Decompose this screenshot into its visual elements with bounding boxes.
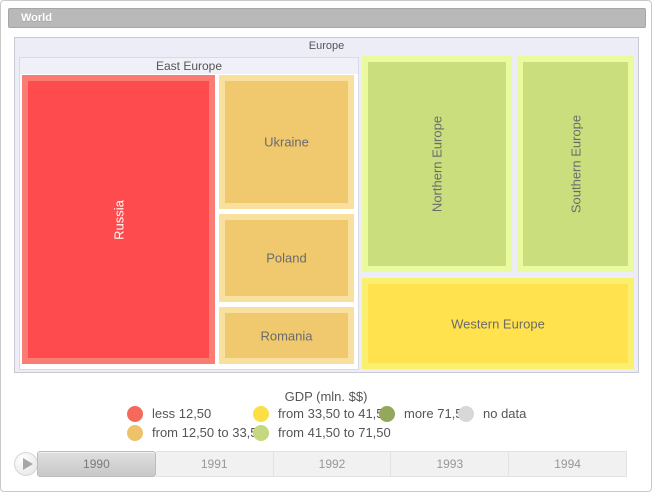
timeline-year-1993[interactable]: 1993	[391, 451, 510, 477]
legend-swatch-gray-icon	[458, 405, 474, 422]
treemap-node-romania[interactable]: Romania	[219, 307, 354, 364]
node-label-ukraine: Ukraine	[264, 134, 309, 150]
legend-item: less 12,50	[127, 405, 211, 422]
legend-swatch-yellow-icon	[253, 405, 269, 422]
legend-item: from 41,50 to 71,50	[253, 424, 391, 441]
play-icon	[23, 458, 33, 470]
legend-swatch-light-green-icon	[253, 424, 269, 441]
node-label-russia: Russia	[111, 199, 126, 240]
timeline-year-1994[interactable]: 1994	[509, 451, 627, 477]
legend-swatch-dark-green-icon	[379, 405, 395, 422]
group-title-europe[interactable]: Europe	[308, 40, 345, 52]
play-button[interactable]	[14, 452, 38, 476]
legend-item: from 33,50 to 41,50	[253, 405, 391, 422]
node-label-western-europe: Western Europe	[451, 316, 545, 331]
timeline: 1990 1991 1992 1993 1994	[37, 451, 627, 477]
legend-title: GDP (mln. $$)	[284, 389, 368, 404]
legend-item-label: no data	[483, 406, 527, 421]
legend-item-label: more 71,50	[404, 406, 470, 421]
treemap-group-east-europe: East Europe Russia Ukraine Poland Romani…	[19, 57, 359, 370]
group-title-east-europe[interactable]: East Europe	[20, 58, 358, 74]
treemap-node-northern-europe[interactable]: Northern Europe	[362, 56, 512, 272]
legend-item-label: less 12,50	[152, 406, 212, 421]
node-label-poland: Poland	[266, 250, 307, 266]
legend-swatch-red-icon	[127, 405, 143, 422]
node-label-northern-europe: Northern Europe	[429, 115, 445, 213]
legend-item-label: from 12,50 to 33,50	[152, 425, 265, 440]
legend-item-label: from 41,50 to 71,50	[278, 425, 391, 440]
legend-item: no data	[458, 405, 526, 422]
treemap-group-europe: Europe East Europe Russia Ukraine Poland…	[14, 37, 639, 373]
treemap-node-russia[interactable]: Russia	[22, 75, 215, 364]
legend-item: more 71,50	[379, 405, 470, 422]
treemap-node-ukraine[interactable]: Ukraine	[219, 75, 354, 209]
node-label-romania: Romania	[260, 328, 313, 343]
timeline-year-1990[interactable]: 1990	[37, 451, 156, 477]
treemap-node-poland[interactable]: Poland	[219, 214, 354, 302]
node-label-southern-europe: Southern Europe	[568, 114, 583, 214]
legend-swatch-orange-icon	[127, 424, 143, 441]
breadcrumb-world-button[interactable]: World	[8, 8, 646, 28]
timeline-year-1991[interactable]: 1991	[155, 451, 274, 477]
treemap-node-southern-europe[interactable]: Southern Europe	[517, 56, 634, 272]
legend-item-label: from 33,50 to 41,50	[278, 406, 391, 421]
treemap-node-western-europe[interactable]: Western Europe	[362, 278, 634, 369]
legend-item: from 12,50 to 33,50	[127, 424, 265, 441]
timeline-year-1992[interactable]: 1992	[273, 451, 392, 477]
